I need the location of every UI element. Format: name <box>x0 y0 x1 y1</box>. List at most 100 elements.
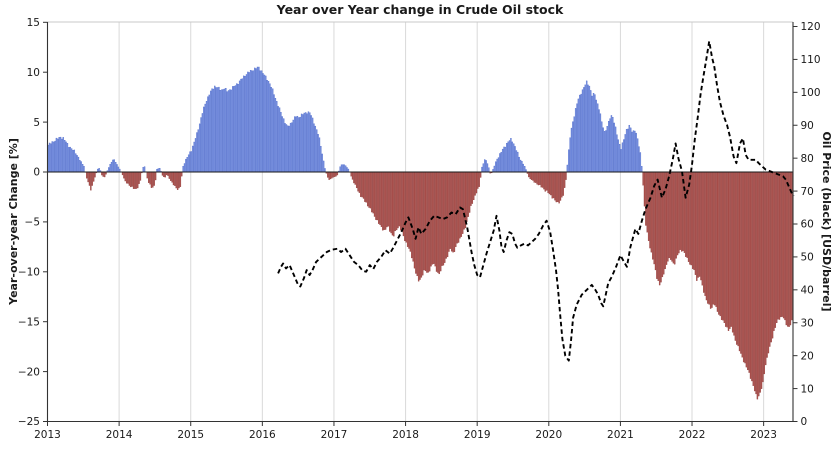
yoy-bar-positive <box>298 117 300 173</box>
yoy-bar-negative <box>555 171 558 203</box>
x-tick-label: 2017 <box>321 429 348 441</box>
yoy-bar-negative <box>693 171 695 271</box>
right-tick-label: 0 <box>801 416 808 428</box>
yoy-bar-positive <box>255 68 257 173</box>
yoy-bar-negative <box>328 171 330 180</box>
yoy-bar-positive <box>259 70 261 173</box>
yoy-bar-positive <box>225 88 227 173</box>
yoy-bar-positive <box>112 159 114 173</box>
yoy-bar-positive <box>274 98 277 173</box>
yoy-bar-positive <box>287 125 289 173</box>
yoy-bar-positive <box>503 146 505 173</box>
yoy-bar-positive <box>595 99 597 173</box>
yoy-bar-negative <box>756 171 759 400</box>
yoy-bar-negative <box>387 171 390 227</box>
yoy-bar-negative <box>788 171 790 327</box>
yoy-bar-positive <box>189 151 191 173</box>
yoy-bar-negative <box>462 171 464 234</box>
yoy-bar-negative <box>696 171 698 281</box>
yoy-bar-negative <box>168 171 171 179</box>
yoy-bar-negative <box>674 171 676 265</box>
yoy-bar-negative <box>559 171 562 201</box>
yoy-bar-positive <box>617 139 620 173</box>
yoy-bar-positive <box>515 150 518 173</box>
yoy-bar-negative <box>389 171 391 232</box>
yoy-bar-negative <box>652 171 654 260</box>
yoy-bar-positive <box>269 83 271 173</box>
yoy-bar-negative <box>654 171 657 271</box>
yoy-bar-positive <box>258 66 260 173</box>
yoy-bar-positive <box>598 109 600 173</box>
yoy-bar-negative <box>416 171 418 277</box>
yoy-bar-negative <box>335 171 337 177</box>
yoy-bar-negative <box>402 171 405 237</box>
left-axis-label: Year-over-year Change [%] <box>7 138 20 306</box>
yoy-bar-negative <box>372 171 374 214</box>
yoy-bar-positive <box>98 168 100 173</box>
yoy-bar-negative <box>411 171 413 259</box>
yoy-bar-negative <box>685 171 687 257</box>
yoy-bar-negative <box>478 171 480 187</box>
x-axis-ticks: 2013 2014 2015 2016 2017 2018 2019 2020 2021 2022… <box>34 421 777 441</box>
yoy-bar-positive <box>610 115 613 173</box>
yoy-bar-negative <box>139 171 142 181</box>
yoy-bar-positive <box>307 111 310 173</box>
yoy-bar-positive <box>605 130 607 173</box>
yoy-bar-negative <box>460 171 463 237</box>
yoy-bar-positive <box>497 157 500 173</box>
yoy-bar-negative <box>134 171 136 189</box>
yoy-bar-positive <box>229 89 231 173</box>
yoy-bar-positive <box>267 81 270 173</box>
yoy-bar-positive <box>110 161 113 173</box>
yoy-bar-positive <box>632 130 635 173</box>
yoy-bar-positive <box>484 159 486 173</box>
yoy-bar-positive <box>271 88 274 173</box>
yoy-bar-positive <box>514 146 516 173</box>
yoy-bar-negative <box>723 171 726 324</box>
yoy-bar-positive <box>342 164 344 173</box>
yoy-bar-positive <box>588 85 591 173</box>
yoy-bar-positive <box>311 117 314 173</box>
yoy-bar-negative <box>656 171 658 279</box>
oil-price-line <box>277 40 795 362</box>
yoy-bar-positive <box>314 125 317 173</box>
yoy-bar-positive <box>316 129 318 173</box>
yoy-bar-negative <box>420 171 423 278</box>
yoy-bar-positive <box>512 143 515 173</box>
yoy-bar-positive <box>579 94 581 173</box>
yoy-bar-negative <box>669 171 672 260</box>
yoy-bar-negative <box>170 171 172 181</box>
yoy-bar-positive <box>61 138 63 173</box>
yoy-bar-positive <box>194 138 197 173</box>
yoy-bar-positive <box>310 115 312 173</box>
x-tick-label: 2020 <box>535 429 562 441</box>
yoy-bar-negative <box>127 171 129 184</box>
yoy-bar-negative <box>716 171 719 312</box>
yoy-bar-positive <box>282 118 285 173</box>
yoy-bar-positive <box>580 93 582 173</box>
yoy-bar-positive <box>142 167 144 173</box>
yoy-bar-negative <box>471 171 474 204</box>
yoy-bar-negative <box>714 171 716 306</box>
yoy-bar-positive <box>65 141 67 173</box>
yoy-bar-positive <box>568 149 570 173</box>
yoy-bar-positive <box>227 90 230 173</box>
yoy-bar-positive <box>270 87 272 173</box>
yoy-bar-negative <box>762 171 764 383</box>
yoy-bar-positive <box>587 84 589 173</box>
yoy-bar-negative <box>453 171 456 252</box>
yoy-bar-negative <box>473 171 475 201</box>
yoy-bar-negative <box>649 171 651 249</box>
yoy-bar-positive <box>57 138 59 173</box>
yoy-bar-positive <box>566 164 569 173</box>
yoy-bar-negative <box>397 171 399 229</box>
left-tick-label: 5 <box>33 117 40 129</box>
yoy-bar-negative <box>777 171 779 320</box>
yoy-bar-negative <box>765 171 767 366</box>
yoy-bar-negative <box>439 171 442 272</box>
yoy-bar-negative <box>394 171 396 232</box>
yoy-bar-negative <box>785 171 788 326</box>
x-tick-label: 2021 <box>607 429 634 441</box>
yoy-bar-positive <box>636 138 639 173</box>
